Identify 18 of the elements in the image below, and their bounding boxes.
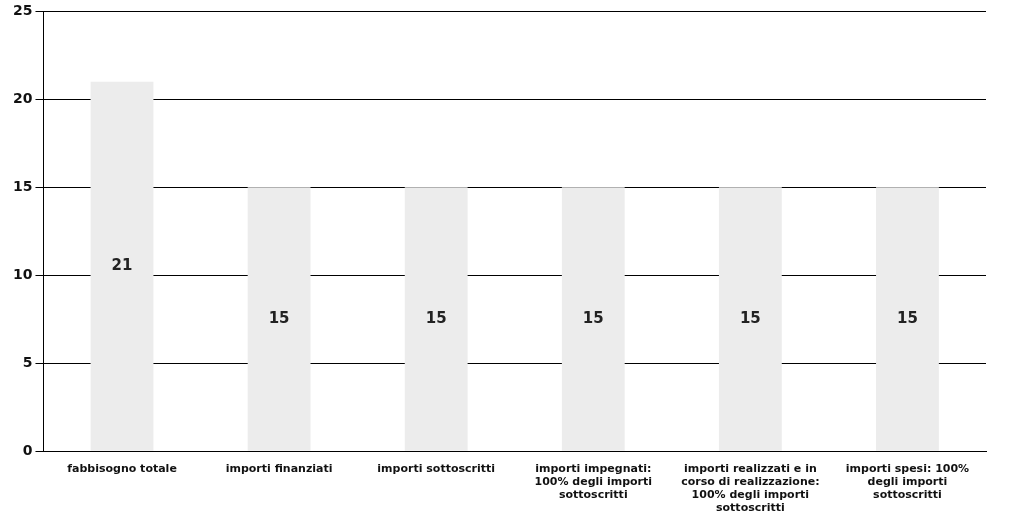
data-label: 21 — [111, 256, 133, 275]
data-label: 15 — [897, 308, 918, 327]
x-tick-label: importi spesi: 100% degli importi sottoscritti — [845, 461, 970, 502]
x-tick-label: importi realizzati e in corso di realizzazione: 100% degli importi sottoscritti — [681, 461, 820, 515]
x-tick-label: importi impegnati: 100% degli importi sottoscritti — [534, 461, 653, 502]
x-tick-label: importi sottoscritti — [377, 461, 496, 475]
data-label: 15 — [425, 308, 447, 327]
y-tick-label: 5 — [22, 353, 33, 370]
x-tick-label: importi finanziati — [225, 461, 333, 475]
data-label: 15 — [739, 308, 761, 327]
y-tick-label: 20 — [13, 90, 33, 106]
x-tick-label: fabbisogno totale — [67, 461, 177, 475]
y-tick-label: 15 — [13, 177, 33, 194]
y-tick-label: 25 — [13, 2, 33, 19]
y-tick-label: 10 — [13, 265, 33, 282]
data-label: 15 — [582, 308, 604, 327]
y-tick-label: 0 — [22, 441, 33, 458]
data-label: 15 — [268, 308, 290, 327]
